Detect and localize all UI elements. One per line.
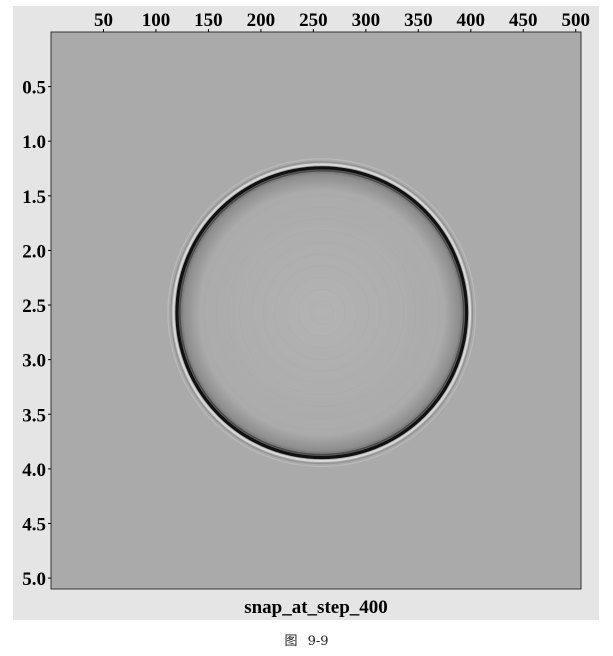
x-tick-label: 450	[509, 10, 538, 31]
interior-ring-12	[180, 171, 463, 454]
x-tick-label: 350	[404, 10, 433, 31]
y-tick-label: 5.0	[22, 569, 46, 590]
wavefield-plot: 50 100 150 200 250 300 350 400 450 500 0.5 1.0 1.5 2.…	[22, 10, 591, 618]
x-tick-label: 500	[562, 10, 591, 31]
interior-ring-6	[251, 242, 393, 384]
wavefront-ripple-2	[170, 161, 474, 465]
x-tick-label: 250	[299, 10, 328, 31]
chart-title: snap_at_step_400	[244, 597, 388, 618]
x-tick-label: 150	[194, 10, 223, 31]
y-tick-label: 4.0	[22, 460, 46, 481]
figure-panel: 50 100 150 200 250 300 350 400 450 500 0.5 1.0 1.5 2.…	[13, 6, 599, 620]
interior-ring-2	[298, 289, 346, 337]
x-tick-label: 200	[247, 10, 276, 31]
wavefront-interior	[177, 168, 466, 457]
y-tick-label: 1.5	[22, 187, 46, 208]
y-tick-label: 3.0	[22, 351, 46, 372]
interior-ring-4	[274, 265, 369, 360]
plot-frame	[50, 31, 582, 590]
y-tick-label: 4.5	[22, 514, 46, 535]
x-tick-label: 400	[457, 10, 486, 31]
y-tick-label: 3.5	[22, 405, 46, 426]
x-tick-label: 100	[142, 10, 171, 31]
y-tick-label: 0.5	[22, 78, 46, 99]
interior-ring-5	[262, 253, 381, 372]
y-tick-label: 2.0	[22, 241, 46, 262]
wavefront-ring	[175, 166, 469, 460]
wavefront-ripple-3	[172, 163, 472, 463]
x-tick-label: 300	[352, 10, 381, 31]
interior-ring-10	[204, 195, 440, 431]
interior-ring-11	[192, 183, 452, 442]
interior-ring-9	[215, 206, 428, 419]
wavefront-group	[167, 158, 477, 468]
interior-ring-3	[286, 277, 358, 349]
interior-ring-1	[309, 300, 334, 325]
figure-caption: 图 9-9	[284, 634, 329, 649]
x-tick-label: 50	[94, 10, 113, 31]
interior-ring-7	[239, 230, 405, 396]
wavefront-ripple-1	[167, 158, 477, 468]
wavefront-inner-ring	[179, 170, 465, 456]
y-tick-label: 1.0	[22, 132, 46, 153]
y-tick-label: 2.5	[22, 296, 46, 317]
interior-ring-8	[227, 218, 416, 407]
